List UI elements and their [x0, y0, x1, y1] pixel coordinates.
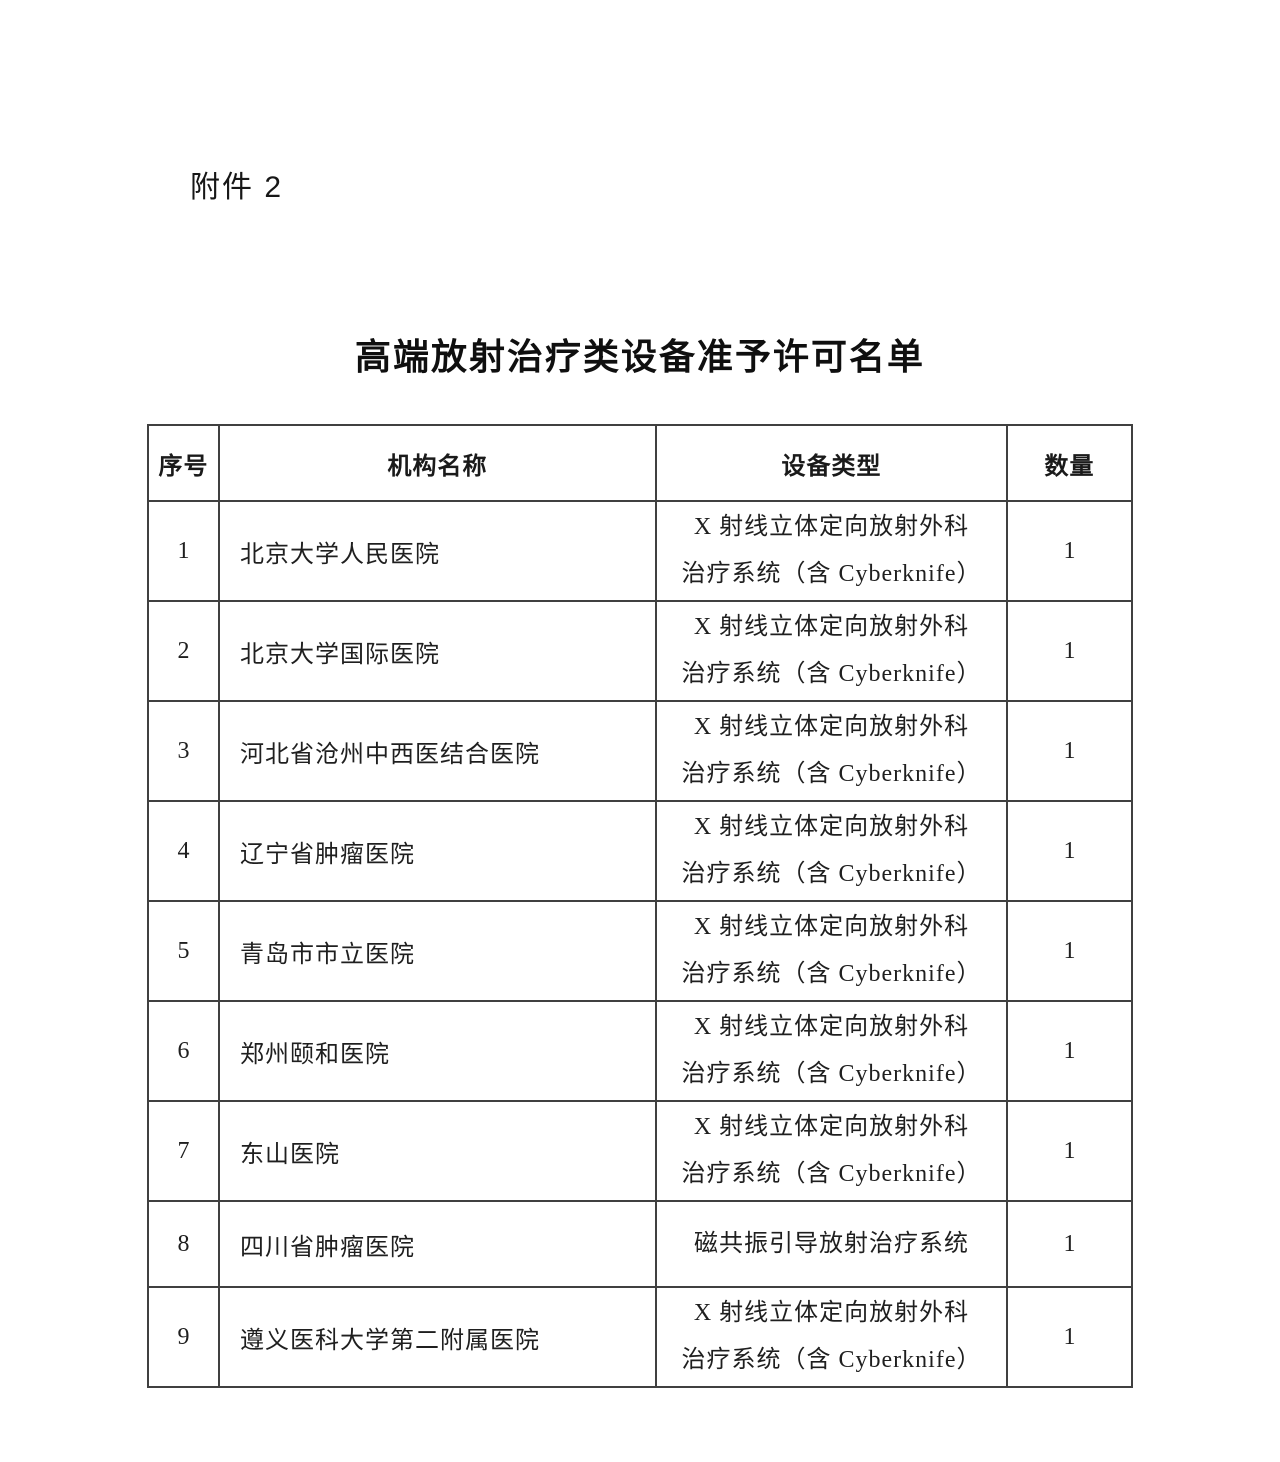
org-name-cell: 北京大学人民医院 [218, 500, 657, 602]
table-row: 5 青岛市市立医院 X 射线立体定向放射外科 治疗系统（含 Cyberknife… [147, 900, 1133, 1002]
quantity-cell: 1 [1006, 700, 1133, 802]
quantity-cell: 1 [1006, 600, 1133, 702]
org-name-cell: 遵义医科大学第二附属医院 [218, 1286, 657, 1388]
device-type-line-2: 治疗系统（含 Cyberknife） [681, 1161, 982, 1187]
serial-number-cell: 9 [147, 1286, 220, 1388]
quantity-cell: 1 [1006, 900, 1133, 1002]
header-quantity: 数量 [1006, 424, 1133, 502]
license-table: 序号 机构名称 设备类型 数量 1 北京大学人民医院 X 射线立体定向放射外科 … [147, 424, 1133, 1388]
quantity-cell: 1 [1006, 1100, 1133, 1202]
device-type-line-1: X 射线立体定向放射外科 [693, 1114, 970, 1140]
table-row: 7 东山医院 X 射线立体定向放射外科 治疗系统（含 Cyberknife） 1 [147, 1100, 1133, 1202]
device-type-cell: X 射线立体定向放射外科 治疗系统（含 Cyberknife） [655, 700, 1008, 802]
device-type-cell: X 射线立体定向放射外科 治疗系统（含 Cyberknife） [655, 500, 1008, 602]
device-type-cell: X 射线立体定向放射外科 治疗系统（含 Cyberknife） [655, 1000, 1008, 1102]
header-serial-number: 序号 [147, 424, 220, 502]
device-type-line-1: X 射线立体定向放射外科 [693, 814, 970, 840]
device-type-cell: X 射线立体定向放射外科 治疗系统（含 Cyberknife） [655, 800, 1008, 902]
device-type-line-2: 治疗系统（含 Cyberknife） [681, 861, 982, 887]
table-body: 1 北京大学人民医院 X 射线立体定向放射外科 治疗系统（含 Cyberknif… [147, 500, 1133, 1388]
org-name-cell: 青岛市市立医院 [218, 900, 657, 1002]
org-name-cell: 辽宁省肿瘤医院 [218, 800, 657, 902]
table-row: 3 河北省沧州中西医结合医院 X 射线立体定向放射外科 治疗系统（含 Cyber… [147, 700, 1133, 802]
device-type-line-2: 治疗系统（含 Cyberknife） [681, 661, 982, 687]
serial-number-cell: 5 [147, 900, 220, 1002]
table-row: 8 四川省肿瘤医院 磁共振引导放射治疗系统 1 [147, 1200, 1133, 1288]
device-type-line-1: X 射线立体定向放射外科 [693, 714, 970, 740]
serial-number-cell: 8 [147, 1200, 220, 1288]
table-row: 6 郑州颐和医院 X 射线立体定向放射外科 治疗系统（含 Cyberknife）… [147, 1000, 1133, 1102]
header-org-name: 机构名称 [218, 424, 657, 502]
table-row: 2 北京大学国际医院 X 射线立体定向放射外科 治疗系统（含 Cyberknif… [147, 600, 1133, 702]
serial-number-cell: 4 [147, 800, 220, 902]
device-type-line-1: X 射线立体定向放射外科 [693, 914, 970, 940]
device-type-line-2: 治疗系统（含 Cyberknife） [681, 561, 982, 587]
table-row: 4 辽宁省肿瘤医院 X 射线立体定向放射外科 治疗系统（含 Cyberknife… [147, 800, 1133, 902]
device-type-line-2: 治疗系统（含 Cyberknife） [681, 1347, 982, 1373]
table-row: 1 北京大学人民医院 X 射线立体定向放射外科 治疗系统（含 Cyberknif… [147, 500, 1133, 602]
device-type-cell: X 射线立体定向放射外科 治疗系统（含 Cyberknife） [655, 600, 1008, 702]
page-title: 高端放射治疗类设备准予许可名单 [354, 337, 925, 377]
attachment-label: 附件 2 [190, 171, 284, 204]
device-type-cell: X 射线立体定向放射外科 治疗系统（含 Cyberknife） [655, 1286, 1008, 1388]
org-name-cell: 四川省肿瘤医院 [218, 1200, 657, 1288]
device-type-cell: X 射线立体定向放射外科 治疗系统（含 Cyberknife） [655, 1100, 1008, 1202]
quantity-cell: 1 [1006, 1286, 1133, 1388]
org-name-cell: 北京大学国际医院 [218, 600, 657, 702]
quantity-cell: 1 [1006, 500, 1133, 602]
table-header: 序号 机构名称 设备类型 数量 [147, 424, 1133, 502]
quantity-cell: 1 [1006, 1200, 1133, 1288]
serial-number-cell: 6 [147, 1000, 220, 1102]
table-row: 9 遵义医科大学第二附属医院 X 射线立体定向放射外科 治疗系统（含 Cyber… [147, 1286, 1133, 1388]
device-type-line-1: X 射线立体定向放射外科 [693, 1014, 970, 1040]
device-type-cell: 磁共振引导放射治疗系统 [655, 1200, 1008, 1288]
device-type-line-2: 治疗系统（含 Cyberknife） [681, 761, 982, 787]
serial-number-cell: 2 [147, 600, 220, 702]
device-type-line-1: X 射线立体定向放射外科 [693, 614, 970, 640]
org-name-cell: 郑州颐和医院 [218, 1000, 657, 1102]
table-header-row: 序号 机构名称 设备类型 数量 [147, 424, 1133, 502]
device-type-line-2: 治疗系统（含 Cyberknife） [681, 961, 982, 987]
org-name-cell: 河北省沧州中西医结合医院 [218, 700, 657, 802]
device-type-line-1: X 射线立体定向放射外科 [693, 514, 970, 540]
device-type-cell: X 射线立体定向放射外科 治疗系统（含 Cyberknife） [655, 900, 1008, 1002]
serial-number-cell: 1 [147, 500, 220, 602]
device-type-line-1: X 射线立体定向放射外科 [693, 1300, 970, 1326]
device-type-line-1: 磁共振引导放射治疗系统 [694, 1230, 969, 1257]
quantity-cell: 1 [1006, 800, 1133, 902]
header-device-type: 设备类型 [655, 424, 1008, 502]
quantity-cell: 1 [1006, 1000, 1133, 1102]
org-name-cell: 东山医院 [218, 1100, 657, 1202]
device-type-line-2: 治疗系统（含 Cyberknife） [681, 1061, 982, 1087]
serial-number-cell: 3 [147, 700, 220, 802]
serial-number-cell: 7 [147, 1100, 220, 1202]
